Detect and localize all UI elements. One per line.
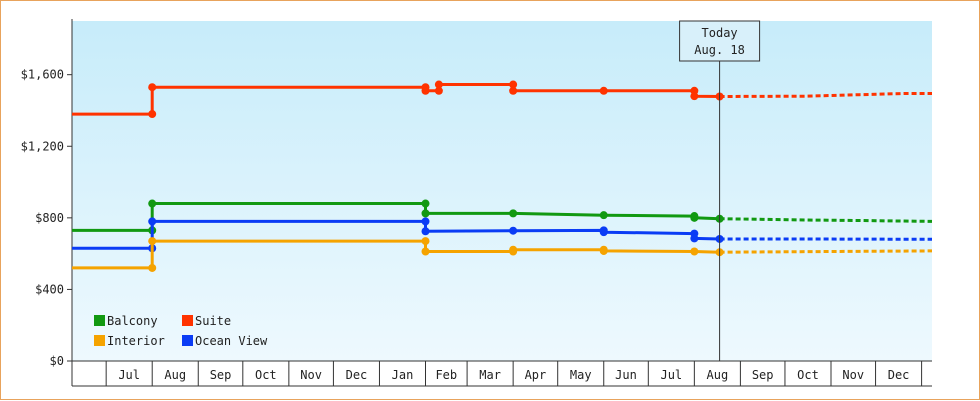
x-tick-label: Aug: [164, 368, 186, 382]
data-point-balcony: [509, 209, 517, 217]
data-point-suite: [600, 87, 608, 95]
data-point-ocean-view: [600, 228, 608, 236]
x-tick-label: Jan: [392, 368, 414, 382]
x-tick-label: Oct: [797, 368, 819, 382]
x-tick-label: Sep: [210, 368, 232, 382]
legend-swatch-interior: [94, 335, 105, 346]
y-tick-label: $1,200: [21, 139, 64, 153]
data-point-suite: [509, 87, 517, 95]
x-tick-label: Aug: [707, 368, 729, 382]
data-point-balcony: [422, 209, 430, 217]
today-label-line1: Today: [702, 26, 738, 40]
data-point-balcony: [148, 200, 156, 208]
legend-swatch-suite: [182, 315, 193, 326]
legend-label-balcony: Balcony: [107, 314, 158, 328]
y-tick-label: $0: [50, 354, 64, 368]
y-tick-label: $1,600: [21, 68, 64, 82]
x-tick-label: Apr: [525, 368, 547, 382]
data-point-ocean-view: [690, 234, 698, 242]
data-point-ocean-view: [422, 217, 430, 225]
data-point-interior: [148, 264, 156, 272]
legend-label-interior: Interior: [107, 334, 165, 348]
data-point-suite: [148, 83, 156, 91]
data-point-balcony: [690, 214, 698, 222]
x-axis: Jul Aug Sep Oct Nov Dec Jan Feb Mar Apr May Jun Jul A…: [72, 361, 932, 386]
y-tick-label: $400: [35, 282, 64, 296]
data-point-ocean-view: [148, 217, 156, 225]
data-point-interior: [422, 237, 430, 245]
x-tick-label: Oct: [255, 368, 277, 382]
plot-background: [72, 21, 932, 361]
y-tick-label: $800: [35, 211, 64, 225]
legend-swatch-balcony: [94, 315, 105, 326]
data-point-interior: [600, 247, 608, 255]
today-label-line2: Aug. 18: [694, 43, 745, 57]
data-point-ocean-view: [422, 227, 430, 235]
x-tick-label: Dec: [346, 368, 368, 382]
x-tick-label: Jul: [118, 368, 140, 382]
data-point-suite: [435, 81, 443, 89]
x-tick-label: Nov: [300, 368, 322, 382]
x-tick-label: Nov: [842, 368, 864, 382]
data-point-interior: [422, 247, 430, 255]
x-tick-label: Feb: [435, 368, 457, 382]
data-point-suite: [690, 92, 698, 100]
x-tick-label: Sep: [752, 368, 774, 382]
y-axis: $0 $400 $800 $1,200 $1,600: [21, 19, 72, 368]
data-point-interior: [690, 247, 698, 255]
data-point-interior: [509, 246, 517, 254]
legend-label-ocean-view: Ocean View: [195, 334, 268, 348]
data-point-interior: [148, 237, 156, 245]
x-tick-label: Dec: [888, 368, 910, 382]
x-tick-label: May: [570, 368, 592, 382]
legend-label-suite: Suite: [195, 314, 231, 328]
x-tick-label: Jun: [615, 368, 637, 382]
data-point-suite: [422, 87, 430, 95]
data-point-suite: [148, 110, 156, 118]
data-point-balcony: [600, 211, 608, 219]
legend-swatch-ocean-view: [182, 335, 193, 346]
data-point-balcony: [422, 200, 430, 208]
data-point-ocean-view: [509, 227, 517, 235]
x-tick-label: Mar: [479, 368, 501, 382]
x-tick-label: Jul: [660, 368, 682, 382]
